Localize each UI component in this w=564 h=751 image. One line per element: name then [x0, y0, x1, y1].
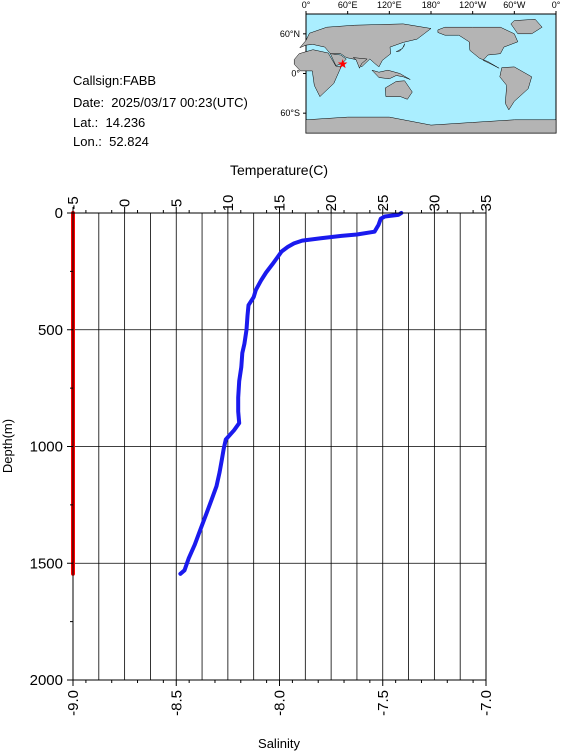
- date-label: Date: 2025/03/17 00:23(UTC): [73, 95, 248, 110]
- landmass-se-asia-islands: [371, 69, 411, 80]
- temperature-tick-label: 30: [426, 195, 443, 212]
- station-marker-icon: [337, 59, 348, 69]
- latitude-label: Lat.: 14.236: [73, 115, 146, 130]
- depth-tick-label: 500: [38, 322, 63, 339]
- map-lon-label: 120°E: [377, 0, 402, 10]
- temperature-tick-label: 0: [117, 199, 134, 207]
- landmass-india: [352, 57, 368, 69]
- temperature-tick-label: 10: [220, 195, 237, 212]
- temperature-axis-title: Temperature(C): [230, 162, 328, 178]
- map-lat-label: 0°: [291, 69, 300, 79]
- world-map: 0° 60°E 120°E 180° 120°W 60°W 0° 60°N 0° 60°S: [280, 0, 561, 134]
- depth-tick-label: 2000: [30, 672, 63, 689]
- landmass-antarctica: [305, 116, 557, 134]
- landmass-eurasia: [299, 23, 432, 68]
- map-lat-label: 60°S: [280, 108, 300, 118]
- depth-axis: 0 500 1000 1500 2000: [30, 205, 73, 689]
- temperature-profile-line: [178, 211, 404, 576]
- depth-tick-label: 0: [55, 205, 63, 222]
- depth-axis-title: Depth(m): [0, 419, 15, 473]
- longitude-label: Lon.: 52.824: [73, 134, 149, 149]
- plot-grid: [73, 213, 486, 680]
- landmass-greenland: [510, 19, 543, 35]
- depth-tick-label: 1000: [30, 439, 63, 456]
- salinity-tick-label: -8.5: [168, 690, 185, 716]
- temperature-tick-label: 15: [272, 195, 289, 212]
- landmass-south-america: [499, 66, 532, 111]
- temperature-tick-label: 25: [375, 195, 392, 212]
- salinity-axis: -9.0 -8.5 -8.0 -7.5 -7.0: [65, 680, 495, 716]
- salinity-tick-label: -8.0: [272, 690, 289, 716]
- landmass-japan: [396, 43, 405, 52]
- map-lat-label: 60°N: [280, 29, 300, 39]
- salinity-tick-label: -7.0: [478, 690, 495, 716]
- salinity-tick-label: -9.0: [65, 690, 82, 716]
- callsign-label: Callsign:FABB: [73, 73, 157, 88]
- salinity-tick-label: -7.5: [375, 690, 392, 716]
- map-lon-label: 0°: [552, 0, 561, 10]
- series-layer: [71, 211, 404, 576]
- landmass-north-america: [437, 26, 519, 69]
- temperature-tick-label: -5: [65, 196, 82, 209]
- temperature-tick-label: 20: [323, 195, 340, 212]
- map-lon-label: 180°: [422, 0, 441, 10]
- depth-tick-label: 1500: [30, 555, 63, 572]
- landmass-africa: [293, 49, 342, 98]
- map-land: [293, 19, 557, 134]
- landmass-australia: [384, 80, 413, 100]
- map-labels: 0° 60°E 120°E 180° 120°W 60°W 0° 60°N 0° 60°S: [280, 0, 561, 118]
- map-lon-label: 0°: [302, 0, 311, 10]
- map-lon-label: 120°W: [459, 0, 487, 10]
- map-lon-label: 60°E: [338, 0, 358, 10]
- salinity-axis-title: Salinity: [258, 736, 300, 751]
- map-lon-label: 60°W: [503, 0, 526, 10]
- temperature-tick-label: 35: [478, 195, 495, 212]
- temperature-tick-label: 5: [168, 199, 185, 207]
- temperature-axis: -5 0 5 10 15 20 25 30 35: [65, 195, 495, 213]
